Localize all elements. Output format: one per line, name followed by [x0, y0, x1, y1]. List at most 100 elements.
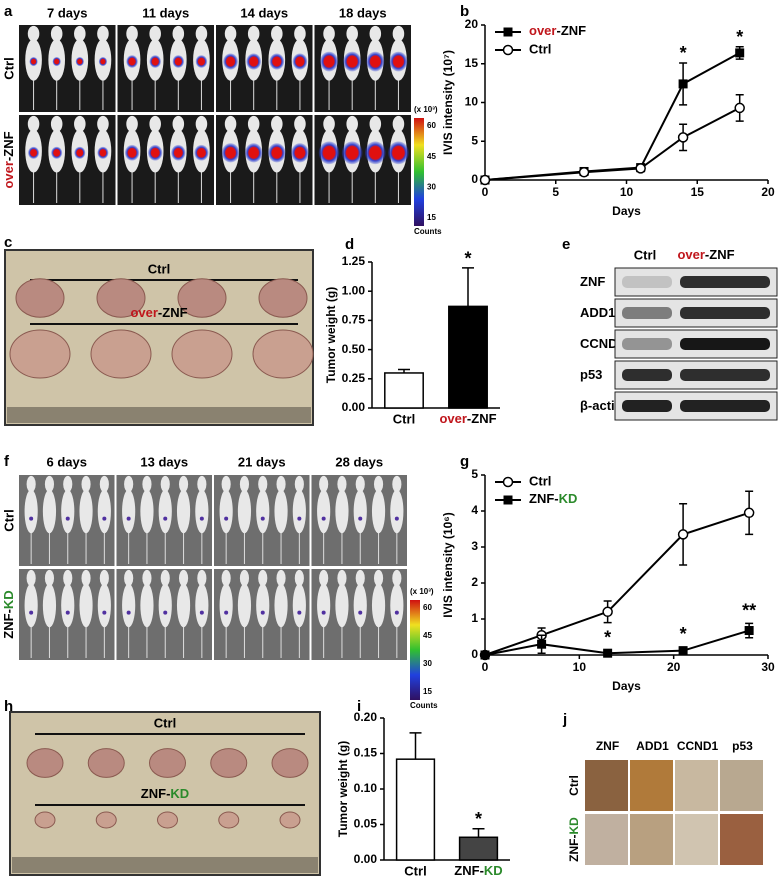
tumor: [95, 811, 117, 829]
scale-unit: (x 10³): [410, 587, 434, 596]
scale-tick: 30: [423, 659, 432, 668]
mouse-head: [50, 115, 63, 133]
tumor: [271, 748, 309, 778]
y-axis-label: Tumor weight (g): [324, 287, 338, 383]
mouse-body: [292, 489, 306, 534]
signal: [98, 56, 108, 67]
mouse-head: [178, 475, 189, 493]
y-tick-label: 0.25: [342, 371, 366, 385]
mouse-head: [392, 115, 405, 133]
label-part: -: [158, 305, 162, 320]
mouse-head: [294, 569, 304, 587]
tumor: [149, 748, 186, 778]
tumor: [87, 748, 125, 778]
mouse-body: [79, 489, 93, 534]
bar: [395, 758, 436, 861]
panel-letter: c: [4, 234, 12, 251]
signal: [97, 146, 109, 159]
signal: [52, 56, 61, 67]
tumor: [258, 278, 308, 318]
signal: [74, 146, 86, 159]
ihc-tile: [630, 814, 673, 865]
label-part: ZNF: [1, 131, 16, 156]
mouse-head: [346, 115, 358, 133]
signal: [366, 51, 385, 72]
scale-tick: 60: [427, 121, 436, 130]
mouse-head: [247, 115, 260, 133]
mouse-head: [97, 115, 109, 133]
y-tick-label: 0.05: [354, 817, 378, 831]
signal: [29, 56, 38, 67]
mouse-head: [172, 25, 185, 42]
blot-band: [680, 369, 770, 381]
mouse-body: [292, 583, 306, 628]
signal: [126, 516, 131, 521]
mouse-body: [335, 489, 349, 534]
point: [480, 650, 490, 660]
signal: [364, 141, 386, 165]
mouse-head: [124, 475, 134, 493]
point: [734, 102, 745, 114]
label-part: ZNF: [454, 863, 479, 878]
mouse-head: [44, 475, 55, 493]
mouse-body: [353, 489, 367, 534]
panel-letter: b: [460, 3, 469, 20]
signal: [195, 55, 208, 68]
signal: [269, 53, 285, 70]
blot-column: over-ZNF: [677, 247, 734, 262]
mouse-body: [140, 583, 154, 628]
signal: [172, 55, 185, 68]
ihc-tile: [585, 814, 628, 865]
x-tick-label: 20: [667, 660, 681, 674]
signal: [321, 610, 326, 615]
mouse-head: [337, 569, 347, 587]
label-part: ZNF: [561, 23, 586, 38]
scale-tick: 45: [423, 631, 432, 640]
y-tick-label: 4: [471, 503, 478, 517]
day-label: 28 days: [335, 454, 383, 469]
signal: [75, 56, 84, 67]
x-tick-label: 20: [761, 185, 775, 199]
label-part: over: [529, 23, 556, 38]
blot-row: ZNF: [580, 274, 605, 289]
label-part: over: [439, 411, 466, 426]
panel-letter: f: [4, 453, 10, 470]
label-part: -: [480, 863, 484, 878]
panel-letter: i: [357, 698, 361, 715]
mouse-head: [247, 25, 260, 42]
mouse-head: [172, 115, 185, 133]
mouse-head: [224, 115, 237, 133]
label-part: -: [166, 786, 170, 801]
mouse-head: [27, 115, 40, 133]
mouse-body: [274, 583, 288, 628]
y-tick-label: 0: [471, 647, 478, 661]
mouse-body: [335, 583, 349, 628]
tumor: [279, 811, 301, 829]
mouse-body: [158, 489, 172, 534]
signal: [260, 610, 265, 615]
signal: [126, 55, 138, 68]
ruler: [12, 857, 318, 873]
mouse-head: [369, 25, 382, 42]
tumor: [157, 811, 178, 829]
panel-letter: h: [4, 698, 13, 715]
group-label: Ctrl: [148, 261, 170, 276]
annotation: *: [475, 809, 482, 829]
signal: [389, 51, 408, 72]
mouse-body: [122, 489, 136, 534]
signal: [102, 610, 107, 615]
legend-marker: [502, 476, 514, 488]
blot-band: [622, 307, 672, 319]
signal: [297, 610, 302, 615]
ihc-column: ADD1: [636, 739, 669, 753]
signal: [194, 144, 209, 161]
y-tick-label: 15: [465, 56, 479, 70]
ihc-tile: [675, 814, 718, 865]
scale-unit: (x 10³): [414, 105, 438, 114]
ihc-tile: [675, 760, 718, 811]
mouse-body: [42, 583, 57, 628]
signal: [28, 146, 40, 159]
mouse-head: [124, 569, 134, 587]
panel-letter: g: [460, 453, 469, 470]
